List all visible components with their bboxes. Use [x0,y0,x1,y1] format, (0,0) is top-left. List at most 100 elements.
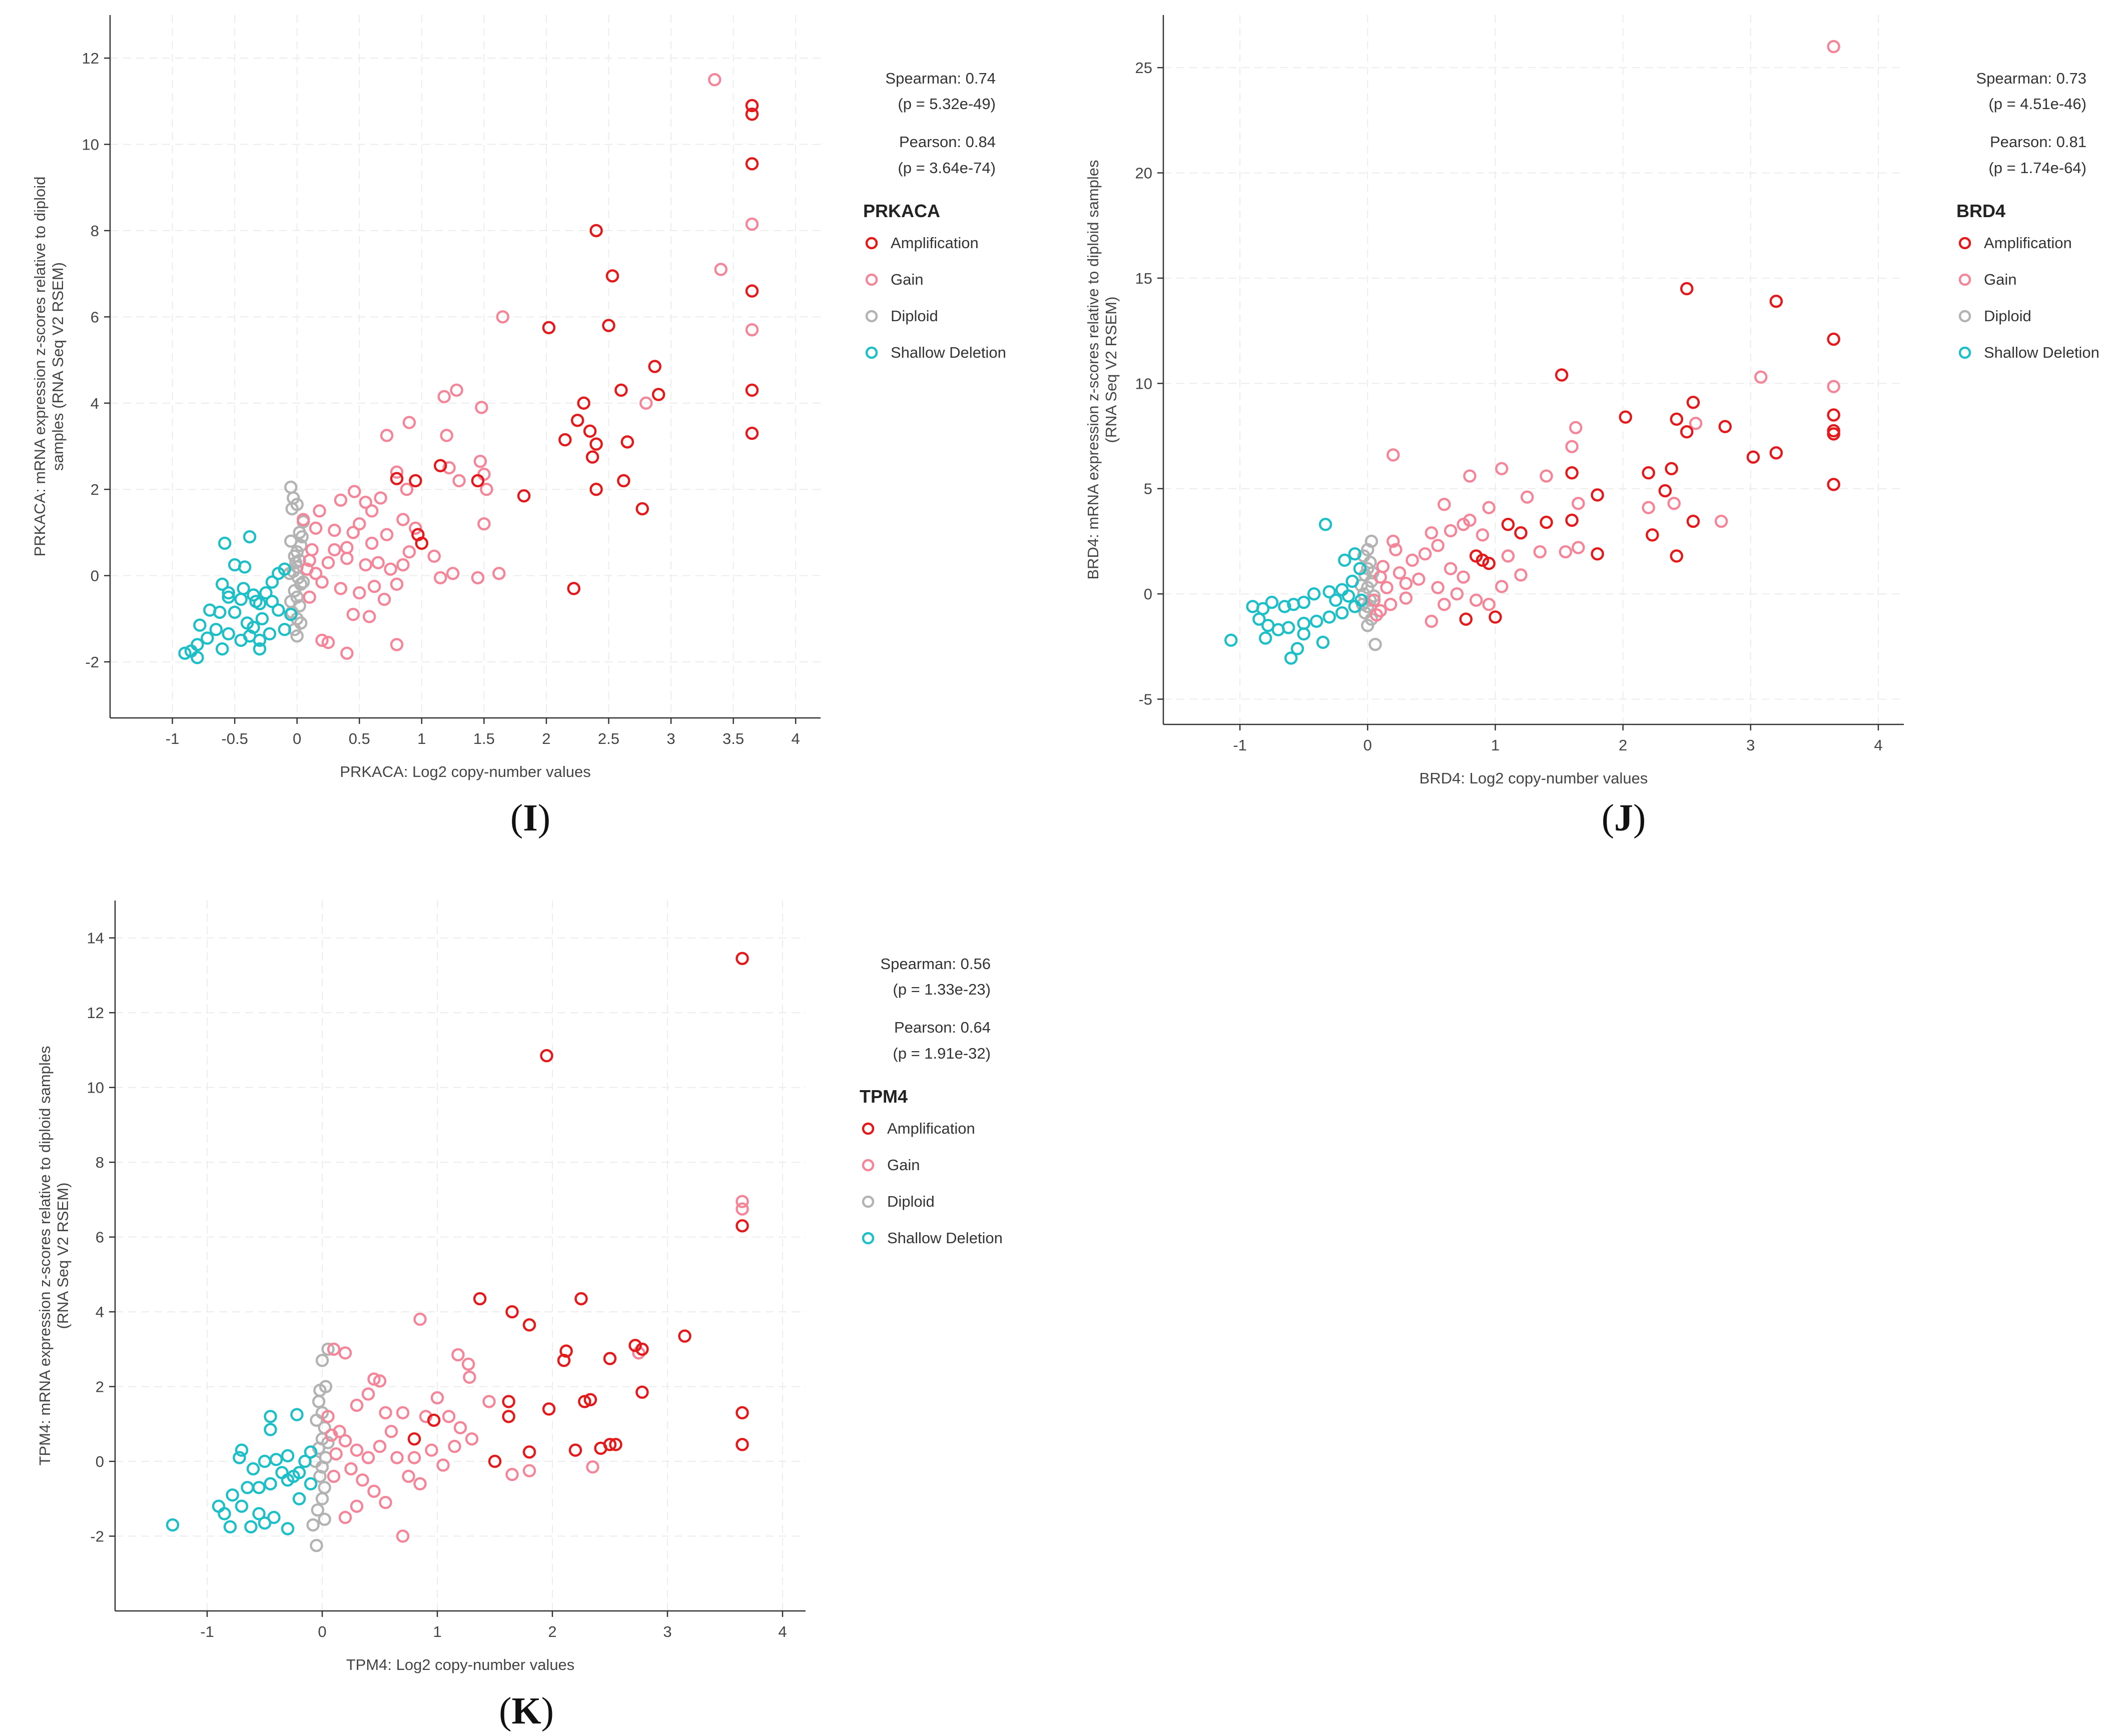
legend-marker [862,1232,875,1245]
data-point [473,454,487,468]
data-point [1399,576,1413,590]
data-point [390,472,404,485]
data-point [1425,614,1439,628]
data-point [1345,574,1359,588]
series-gain [321,1195,749,1543]
legend-label: Diploid [887,1193,935,1210]
legend-marker [1958,310,1971,323]
data-point [1457,518,1470,531]
data-point [384,562,397,576]
data-point [255,612,269,625]
data-point [350,1398,364,1412]
data-point [346,526,360,539]
data-point [318,1481,331,1494]
data-point [328,523,341,537]
data-point [1827,380,1840,393]
panel-label-open-paren: ( [510,797,523,839]
data-point [252,1507,266,1520]
data-point [446,566,460,580]
data-point [215,577,229,591]
data-point [635,502,649,516]
data-point [585,450,599,464]
data-point [442,461,456,475]
x-tick-label: -1 [200,1623,214,1640]
data-point [1718,420,1732,433]
data-point [396,1406,410,1420]
data-point [396,558,410,572]
data-point [222,627,235,641]
data-point [605,269,619,283]
y-tick-label: 10 [1135,375,1152,392]
y-tick-label: 0 [91,567,99,585]
legend: TPM4 Amplification Gain Diploid Shallow Dele… [860,1086,1003,1247]
y-tick-label: 4 [96,1303,104,1321]
data-point [309,521,323,535]
data-point [1392,566,1406,580]
data-point [246,1462,260,1476]
data-point [338,1510,352,1524]
data-point [290,1408,304,1421]
data-point [1827,424,1840,438]
series-gain [296,73,759,660]
data-point [568,1443,582,1457]
data-point [1376,560,1390,573]
legend-label: Amplification [887,1120,975,1137]
data-point [451,1348,465,1362]
data-point [334,582,348,595]
data-point [475,401,488,414]
data-point [373,1374,387,1388]
data-point [736,952,749,966]
data-point [327,1469,341,1483]
data-point [313,504,326,518]
data-point [586,1460,599,1474]
data-point [617,474,630,488]
data-point [285,502,299,516]
y-tick-label: -5 [1138,691,1152,708]
data-point [1290,642,1304,655]
data-point [390,1451,404,1464]
data-point [603,1438,617,1451]
data-point [1482,597,1496,611]
data-point [413,1312,427,1326]
data-point [264,1410,277,1423]
data-point [609,1438,622,1451]
data-point [374,491,387,505]
data-point [334,493,348,507]
data-point [1565,440,1579,453]
data-point [1399,591,1413,605]
legend-marker [865,273,878,286]
data-point [247,588,260,602]
data-point [340,551,354,565]
data-point [344,1462,358,1476]
data-point [237,582,250,595]
data-point [1329,593,1342,607]
panel-label-letter: J [1614,797,1633,839]
data-point [714,263,728,276]
panel-label: (J) [1602,797,1646,839]
data-point [1769,294,1783,308]
data-point [356,1473,369,1487]
series-amplification [407,952,749,1468]
x-axis-title: PRKACA: Log2 copy-number values [340,763,590,780]
spearman-value: Spearman: 0.56 [880,955,991,973]
data-point [1354,593,1368,607]
data-point [352,517,366,531]
data-point [589,482,603,496]
data-point [1476,553,1490,567]
panel-label-open-paren: ( [499,1690,511,1732]
data-point [1495,580,1509,593]
data-point [315,1354,329,1367]
legend-label: Shallow Deletion [1984,344,2099,361]
data-point [315,1492,329,1506]
data-point [1619,410,1632,424]
data-point [745,323,759,337]
data-point [1642,466,1655,480]
spearman-p-value: (p = 5.32e-49) [898,95,996,113]
data-point [350,1499,364,1513]
data-point [402,416,416,429]
y-tick-label: 12 [87,1004,104,1022]
data-point [1555,368,1569,382]
data-point [191,651,204,664]
data-point [430,1391,444,1405]
data-point [362,610,376,623]
